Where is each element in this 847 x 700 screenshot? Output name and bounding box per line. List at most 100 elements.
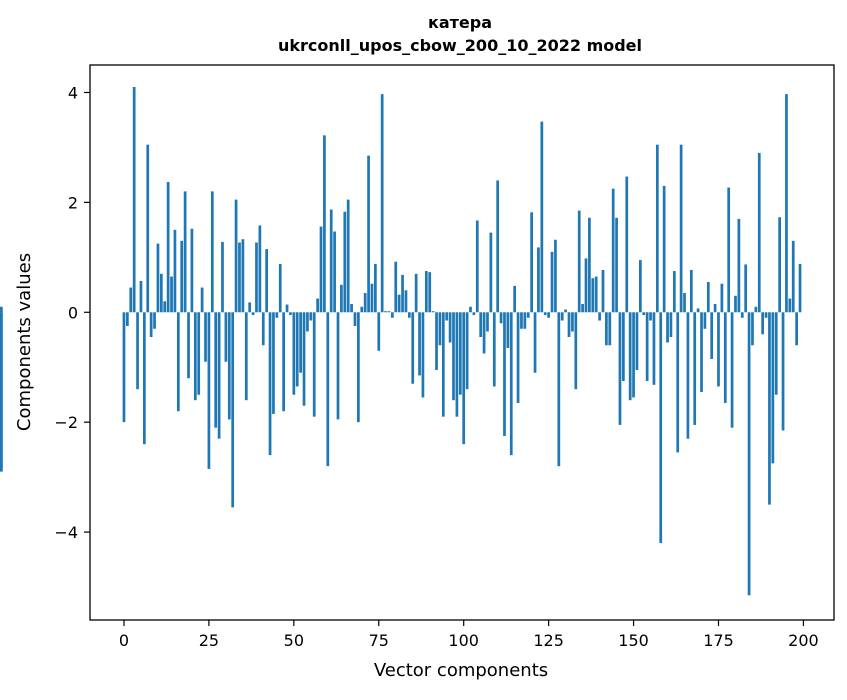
bar-16 [176, 312, 180, 412]
bar-80 [394, 261, 398, 313]
bar-7 [146, 144, 150, 313]
bar-180 [734, 295, 737, 313]
bar-14 [170, 276, 173, 313]
bar-113 [506, 312, 510, 348]
bar-170 [700, 312, 703, 392]
bar-78 [387, 311, 391, 313]
bar-38 [251, 312, 255, 316]
bar-30 [224, 312, 228, 362]
bar-121 [533, 312, 537, 373]
bar-92 [435, 312, 438, 370]
bar-188 [761, 312, 765, 335]
bar-176 [720, 283, 724, 313]
bar-142 [605, 312, 608, 346]
bar-156 [652, 312, 656, 385]
bar-131 [567, 312, 571, 338]
bar-25 [207, 312, 211, 469]
bar-59 [323, 135, 326, 313]
bar-39 [255, 242, 258, 313]
bar-71 [363, 293, 367, 313]
bar-69 [357, 312, 360, 423]
x-tick-label-7: 175 [703, 631, 734, 650]
bar-129 [560, 312, 564, 321]
bar-115 [513, 285, 517, 313]
bar-58 [319, 226, 323, 313]
bar-174 [713, 304, 717, 313]
bar-132 [571, 312, 574, 332]
bar-149 [628, 312, 632, 401]
y-tick-label-4: 4 [68, 83, 78, 102]
bar-60 [326, 312, 330, 467]
chart-subtitle: ukrconll_upos_cbow_200_10_2022 model [278, 36, 642, 55]
bar-11 [159, 273, 163, 313]
bar-193 [778, 217, 781, 313]
bar-70 [360, 306, 364, 313]
chart-title: катера [428, 13, 492, 32]
bars-group [0, 86, 802, 596]
y-tick-label-1: −2 [54, 413, 78, 432]
bar-56 [312, 312, 316, 417]
bar-101 [465, 312, 469, 390]
bar-75 [377, 312, 381, 351]
bar-73 [370, 283, 374, 313]
bar-20 [190, 228, 194, 313]
bar-49 [289, 312, 292, 316]
bar-15 [173, 229, 177, 313]
bar-84 [407, 312, 411, 318]
bar-41 [261, 312, 265, 346]
bar-182 [740, 312, 744, 318]
bar-66 [346, 199, 350, 313]
bar-181 [737, 218, 741, 313]
bar-163 [676, 312, 680, 453]
x-tick-label-3: 75 [369, 631, 389, 650]
bar-4 [136, 312, 139, 390]
bar-185 [751, 312, 754, 346]
bar-141 [601, 269, 605, 313]
bar-6 [143, 312, 146, 445]
bar-67 [350, 304, 353, 313]
bar-89 [424, 271, 428, 313]
x-tick-label-4: 100 [448, 631, 479, 650]
bar-9 [153, 312, 156, 329]
x-tick-label-5: 125 [533, 631, 564, 650]
bar-17 [180, 240, 184, 313]
bar-68 [353, 312, 357, 327]
bar-47 [282, 312, 285, 412]
bar-125 [547, 312, 550, 318]
bar-202 [0, 306, 3, 313]
bar-189 [764, 312, 768, 318]
bar-95 [445, 312, 449, 321]
bar-100 [462, 312, 466, 445]
bar-106 [482, 312, 486, 354]
bar-152 [639, 260, 642, 313]
bar-159 [662, 185, 666, 313]
bar-37 [248, 302, 252, 313]
x-tick-label-1: 25 [199, 631, 219, 650]
bar-137 [588, 217, 591, 313]
bar-117 [520, 312, 523, 329]
bar-144 [611, 188, 615, 313]
bar-40 [258, 225, 262, 313]
bar-82 [401, 274, 404, 313]
bar-161 [669, 312, 673, 338]
bar-148 [625, 176, 629, 313]
bar-154 [645, 312, 649, 381]
bar-46 [278, 263, 282, 313]
bar-50 [292, 312, 296, 395]
bar-85 [411, 312, 415, 384]
bar-194 [781, 312, 785, 431]
bar-116 [516, 312, 520, 403]
bar-186 [754, 306, 758, 313]
bar-64 [340, 284, 343, 313]
bar-179 [730, 312, 734, 428]
bar-198 [795, 312, 798, 346]
bar-183 [744, 264, 748, 313]
bar-45 [275, 312, 279, 318]
bar-3 [132, 86, 136, 313]
bar-155 [649, 312, 652, 321]
bar-139 [594, 276, 598, 313]
bar-167 [689, 269, 693, 313]
bar-48 [285, 304, 289, 313]
bar-8 [149, 312, 153, 338]
